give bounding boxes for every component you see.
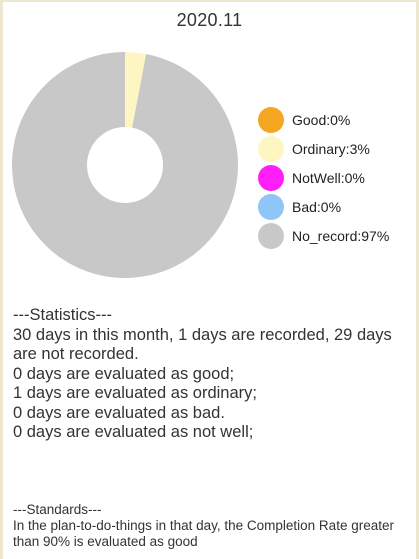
legend-item-bad: Bad:0% [258, 193, 416, 220]
statistics-line: 0 days are evaluated as not well; [13, 423, 254, 441]
statistics-section: ---Statistics--- 30 days in this month, … [13, 306, 413, 443]
chart-legend: Good:0% Ordinary:3% NotWell:0% Bad:0% No… [258, 106, 416, 253]
legend-dot-no-record [258, 222, 284, 249]
statistics-line: 30 days in this month, 1 days are record… [13, 325, 392, 364]
statistics-line: 0 days are evaluated as good; [13, 364, 235, 383]
legend-item-notwell: NotWell:0% [258, 164, 416, 191]
legend-dot-notwell [258, 164, 284, 191]
legend-label-ordinary: Ordinary:3% [292, 140, 370, 157]
statistics-heading: ---Statistics--- [13, 306, 112, 324]
donut-hole [87, 127, 163, 203]
standards-section: ---Standards--- In the plan-to-do-things… [13, 502, 413, 550]
statistics-line: 1 days are evaluated as ordinary; [13, 384, 257, 402]
legend-item-no-record: No_record:97% [258, 222, 416, 249]
legend-dot-good [258, 106, 284, 133]
standards-heading: ---Standards--- [13, 502, 102, 517]
legend-label-good: Good:0% [292, 111, 351, 128]
month-title: 2020.11 [176, 10, 243, 30]
legend-label-notwell: NotWell:0% [292, 169, 365, 186]
legend-label-bad: Bad:0% [292, 198, 342, 215]
legend-item-good: Good:0% [258, 106, 416, 133]
statistics-line: 0 days are evaluated as bad. [13, 403, 225, 422]
donut-chart [12, 52, 239, 278]
legend-dot-bad [258, 193, 284, 220]
legend-item-ordinary: Ordinary:3% [258, 135, 416, 162]
standards-text: In the plan-to-do-things in that day, th… [13, 518, 394, 549]
legend-dot-ordinary [258, 135, 284, 162]
legend-label-no-record: No_record:97% [292, 227, 390, 244]
